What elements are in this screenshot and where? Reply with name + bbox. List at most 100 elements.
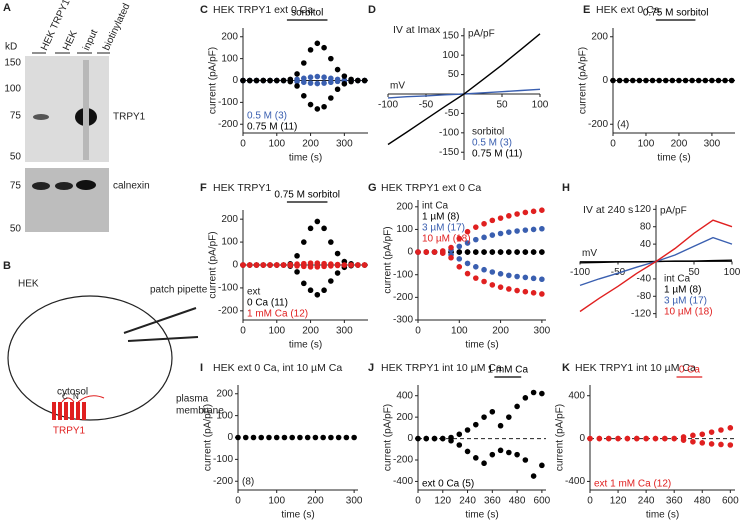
y-tick-label: -100 bbox=[439, 127, 459, 138]
y-axis-title: current (pA/pF) bbox=[383, 404, 394, 471]
protein-label: TRPY1 bbox=[53, 426, 86, 437]
legend-entry: ext 1 mM Ca (12) bbox=[594, 479, 671, 490]
data-line bbox=[579, 219, 733, 313]
x-axis-title: time (s) bbox=[289, 153, 322, 164]
data-point bbox=[539, 207, 545, 213]
chart-title: HEK ext 0 Ca bbox=[596, 4, 660, 16]
chart-title: HEK TRPY1 ext 0 Ca bbox=[213, 4, 313, 16]
data-point bbox=[307, 225, 314, 232]
chart-title: IV at 240 s bbox=[583, 204, 633, 216]
data-point bbox=[415, 435, 421, 442]
data-point bbox=[695, 77, 702, 84]
marker-label: 100 bbox=[4, 84, 21, 95]
panel-letter: H bbox=[562, 182, 570, 194]
data-point bbox=[680, 437, 687, 443]
data-point bbox=[473, 421, 479, 428]
data-point bbox=[682, 77, 689, 84]
chart-title: HEK TRPY1 int 10 µM Ca bbox=[575, 362, 696, 374]
y-axis-title: pA/pF bbox=[660, 206, 687, 217]
data-point bbox=[539, 249, 545, 255]
y-tick-label: 80 bbox=[640, 221, 652, 232]
cell-outline bbox=[7, 295, 173, 421]
data-point bbox=[522, 395, 529, 401]
y-tick-label: 50 bbox=[448, 69, 460, 80]
data-point bbox=[260, 262, 267, 268]
data-point bbox=[348, 262, 354, 268]
data-point bbox=[708, 441, 715, 447]
x-axis-title: mV bbox=[582, 248, 597, 259]
y-tick-label: -200 bbox=[213, 476, 233, 487]
legend-entry: 1 mM Ca (12) bbox=[247, 309, 308, 320]
band bbox=[32, 182, 50, 190]
data-point bbox=[522, 274, 529, 281]
data-point bbox=[240, 77, 246, 84]
data-point bbox=[341, 262, 348, 268]
data-point bbox=[473, 275, 479, 281]
y-tick-label: -150 bbox=[439, 147, 459, 158]
band-label: TRPY1 bbox=[113, 112, 146, 123]
data-point bbox=[699, 440, 706, 446]
x-tick-label: 300 bbox=[704, 139, 721, 150]
legend-entry: 0.75 M (11) bbox=[472, 149, 522, 160]
data-point bbox=[689, 77, 695, 84]
data-point bbox=[334, 86, 341, 93]
legend-entry: 0.5 M (3) bbox=[472, 138, 512, 149]
blot-image bbox=[25, 168, 109, 232]
y-axis-title: current (pA/pF) bbox=[578, 47, 589, 114]
chart-title: HEK ext 0 Ca, int 10 µM Ca bbox=[213, 362, 342, 374]
data-point bbox=[699, 431, 706, 438]
stimulus-label: 1 mM Ca bbox=[488, 365, 529, 376]
data-point bbox=[328, 263, 334, 269]
chart-title: HEK TRPY1 bbox=[213, 182, 271, 194]
legend-entry: 1 µM (8) bbox=[422, 212, 459, 223]
data-point bbox=[649, 77, 656, 84]
sample-size: (4) bbox=[617, 120, 629, 131]
data-point bbox=[260, 77, 267, 84]
data-point bbox=[335, 434, 342, 441]
data-point bbox=[497, 215, 504, 221]
y-tick-label: -120 bbox=[631, 308, 651, 319]
blot-image bbox=[25, 56, 109, 162]
data-point bbox=[307, 80, 314, 86]
x-tick-label: 0 bbox=[240, 326, 246, 337]
data-point bbox=[530, 249, 537, 255]
band bbox=[55, 182, 73, 190]
x-axis-title: time (s) bbox=[465, 510, 498, 521]
data-point bbox=[287, 78, 294, 85]
data-point bbox=[328, 239, 334, 245]
data-point bbox=[514, 287, 520, 294]
x-tick-label: 100 bbox=[268, 139, 285, 150]
data-point bbox=[273, 77, 280, 84]
data-point bbox=[253, 262, 260, 268]
data-point bbox=[301, 93, 307, 99]
data-point bbox=[464, 448, 471, 455]
data-point bbox=[314, 80, 321, 87]
y-tick-label: -200 bbox=[393, 455, 413, 466]
x-tick-label: 240 bbox=[638, 496, 655, 507]
data-point bbox=[481, 234, 487, 241]
legend-entry: ext bbox=[247, 287, 261, 298]
data-point bbox=[539, 291, 545, 297]
blot-panel: A kD HEK TRPY1 HEK input biotinylated 15… bbox=[3, 0, 150, 235]
x-tick-label: 0 bbox=[415, 326, 421, 337]
data-point bbox=[328, 55, 334, 62]
x-tick-label: 480 bbox=[694, 496, 711, 507]
x-tick-label: 480 bbox=[509, 496, 526, 507]
panel-letter: F bbox=[200, 182, 207, 194]
y-tick-label: 100 bbox=[221, 53, 238, 64]
y-tick-label: 200 bbox=[591, 31, 608, 42]
data-point bbox=[320, 434, 326, 441]
band bbox=[33, 114, 49, 120]
x-tick-label: 300 bbox=[336, 326, 353, 337]
panel-letter: D bbox=[368, 4, 376, 16]
data-point bbox=[304, 434, 311, 441]
y-tick-label: -300 bbox=[393, 315, 413, 326]
x-axis-title: time (s) bbox=[657, 153, 690, 164]
data-point bbox=[321, 80, 327, 86]
legend-entry: ext 0 Ca (5) bbox=[422, 479, 474, 490]
data-point bbox=[456, 235, 463, 242]
y-tick-label: 0 bbox=[232, 260, 238, 271]
lane-label: HEK bbox=[61, 29, 80, 53]
data-point bbox=[489, 269, 496, 275]
y-tick-label: 0 bbox=[602, 75, 608, 86]
